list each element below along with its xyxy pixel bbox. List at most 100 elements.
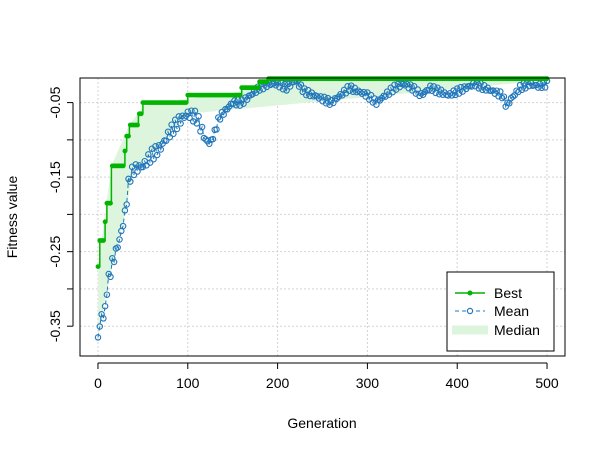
x-tick-label: 100	[176, 375, 200, 391]
mean-point	[498, 94, 506, 102]
best-point	[237, 92, 243, 98]
y-axis: -0.35 -0.25 -0.15 -0.05	[47, 86, 74, 342]
mean-point	[186, 114, 193, 122]
legend-label-best: Best	[494, 285, 522, 301]
mean-point	[121, 207, 129, 214]
mean-point	[215, 114, 222, 121]
best-point	[255, 85, 261, 91]
mean-point	[179, 112, 186, 120]
mean-point	[100, 315, 107, 322]
mean-point	[356, 88, 364, 96]
mean-point	[455, 90, 463, 97]
y-tick-label: -0.35	[47, 310, 63, 342]
mean-point	[497, 88, 504, 95]
mean-point	[240, 100, 247, 107]
y-tick-label: -0.25	[47, 235, 63, 267]
mean-point	[157, 146, 165, 153]
mean-point	[236, 102, 244, 109]
legend-label-mean: Mean	[494, 303, 529, 319]
mean-point	[407, 81, 414, 88]
mean-point	[534, 84, 542, 91]
mean-point	[94, 334, 102, 341]
mean-point	[136, 162, 143, 169]
mean-point	[493, 87, 500, 94]
mean-point	[283, 87, 290, 94]
mean-point	[233, 101, 240, 109]
mean-point	[123, 201, 130, 208]
mean-point	[110, 258, 118, 266]
mean-point	[216, 116, 224, 123]
x-axis: 0 100 200 300 400 500	[94, 362, 559, 391]
mean-point	[189, 118, 197, 125]
mean-point	[198, 123, 206, 131]
mean-point	[220, 111, 227, 118]
mean-point	[500, 93, 508, 100]
mean-point	[249, 91, 256, 98]
mean-point	[414, 86, 421, 93]
mean-point	[170, 130, 177, 138]
mean-point	[430, 83, 438, 90]
legend-item-mean: Mean	[455, 303, 529, 319]
mean-point	[114, 244, 121, 251]
mean-point	[96, 323, 104, 330]
mean-series	[94, 77, 551, 341]
x-tick-label: 500	[535, 375, 559, 391]
mean-point	[538, 84, 545, 92]
mean-point	[116, 236, 123, 243]
legend: Best Mean Median	[446, 271, 555, 352]
mean-point	[209, 135, 217, 143]
mean-point	[184, 108, 192, 115]
mean-point	[324, 94, 332, 102]
mean-point	[132, 161, 139, 168]
mean-point	[177, 120, 184, 127]
mean-point	[195, 113, 202, 120]
mean-point	[153, 151, 161, 159]
mean-point	[191, 107, 199, 115]
legend-best-marker	[467, 290, 473, 296]
mean-point	[193, 120, 201, 127]
mean-point	[367, 91, 375, 99]
best-point	[95, 264, 101, 269]
x-tick-label: 0	[94, 375, 102, 391]
mean-point	[295, 83, 303, 90]
x-axis-label: Generation	[287, 415, 356, 431]
mean-point	[188, 107, 195, 114]
mean-point	[152, 143, 159, 150]
best-point	[122, 148, 128, 154]
mean-point	[213, 126, 220, 133]
mean-point	[171, 116, 179, 124]
legend-mean-marker	[466, 307, 474, 315]
mean-point	[130, 171, 138, 179]
mean-point	[468, 83, 475, 90]
mean-point	[150, 155, 157, 163]
mean-point	[134, 168, 141, 175]
mean-point	[145, 151, 152, 158]
mean-point	[109, 255, 116, 262]
legend-item-median: Median	[452, 322, 540, 338]
mean-point	[173, 125, 181, 133]
y-tick-label: -0.05	[47, 86, 63, 118]
mean-point	[146, 159, 154, 166]
best-point	[544, 76, 550, 82]
mean-point	[107, 273, 114, 281]
legend-item-best: Best	[455, 285, 522, 301]
mean-point	[297, 81, 305, 88]
mean-point	[103, 291, 111, 298]
legend-label-median: Median	[494, 322, 540, 338]
mean-point	[452, 91, 459, 99]
best-point	[135, 122, 140, 128]
x-tick-label: 400	[446, 375, 470, 391]
mean-point	[101, 302, 109, 310]
mean-point	[333, 95, 341, 102]
mean-point	[509, 93, 517, 100]
mean-point	[272, 82, 280, 89]
plot-frame	[79, 77, 566, 357]
mean-point	[119, 222, 127, 230]
mean-point	[502, 103, 509, 110]
x-tick-label: 300	[356, 375, 380, 391]
mean-point	[301, 85, 308, 92]
mean-point	[168, 121, 175, 128]
mean-point	[321, 93, 328, 101]
mean-point	[541, 84, 549, 91]
